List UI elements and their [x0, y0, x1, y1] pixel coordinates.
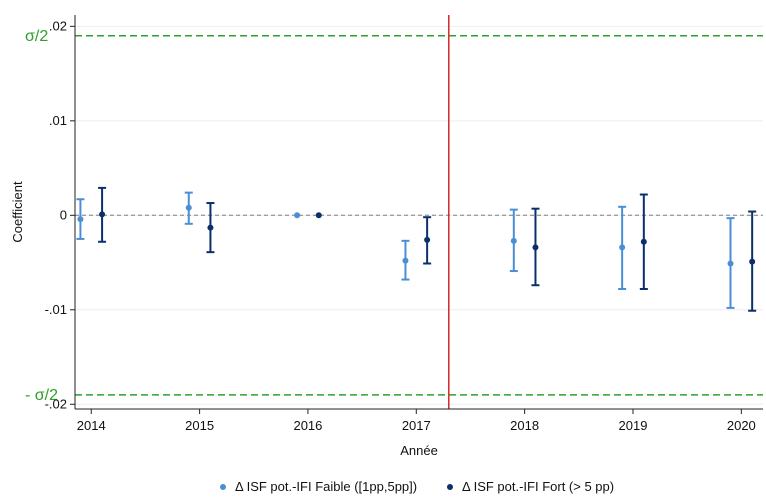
- point-estimate: [294, 212, 301, 219]
- x-ticks: 2014 2015 2016 2017 2018 2019 2020: [77, 409, 756, 433]
- point-estimate: [207, 224, 214, 231]
- point-estimate: [424, 236, 431, 243]
- point-estimate: [532, 244, 539, 251]
- x-tick-label: 2017: [402, 418, 431, 433]
- x-tick-label: 2016: [293, 418, 322, 433]
- y-tick-label: .01: [49, 113, 67, 128]
- y-ticks: .02 .01 0 -.01 -.02: [45, 18, 75, 411]
- point-estimate: [185, 204, 192, 211]
- sigma-label: - σ/2: [25, 387, 58, 404]
- legend-label: Δ ISF pot.-IFI Fort (> 5 pp): [462, 479, 614, 494]
- y-tick-label: .02: [49, 18, 67, 33]
- legend-marker: [220, 484, 226, 490]
- plot-area: [75, 15, 763, 409]
- x-axis-title: Année: [400, 443, 438, 458]
- point-estimate: [510, 237, 517, 244]
- point-estimate: [640, 238, 647, 245]
- point-estimate: [402, 257, 409, 264]
- data-series: [76, 186, 757, 312]
- y-tick-label: 0: [60, 207, 67, 222]
- legend-label: Δ ISF pot.-IFI Faible ([1pp,5pp]): [235, 479, 417, 494]
- point-estimate: [749, 258, 756, 265]
- y-axis-title: Coefficient: [10, 181, 25, 243]
- x-tick-label: 2015: [185, 418, 214, 433]
- sigma-label: σ/2: [25, 28, 48, 45]
- point-estimate: [77, 216, 84, 223]
- x-tick-label: 2014: [77, 418, 106, 433]
- legend: Δ ISF pot.-IFI Faible ([1pp,5pp]) Δ ISF p…: [220, 479, 614, 494]
- legend-marker: [447, 484, 453, 490]
- x-tick-label: 2020: [727, 418, 756, 433]
- y-tick-label: -.01: [45, 302, 67, 317]
- point-estimate: [315, 212, 322, 219]
- y-tick-label: -.02: [45, 396, 67, 411]
- point-estimate: [619, 244, 626, 251]
- x-tick-label: 2018: [510, 418, 539, 433]
- point-estimate: [99, 211, 106, 218]
- x-tick-label: 2019: [619, 418, 648, 433]
- point-estimate: [727, 260, 734, 267]
